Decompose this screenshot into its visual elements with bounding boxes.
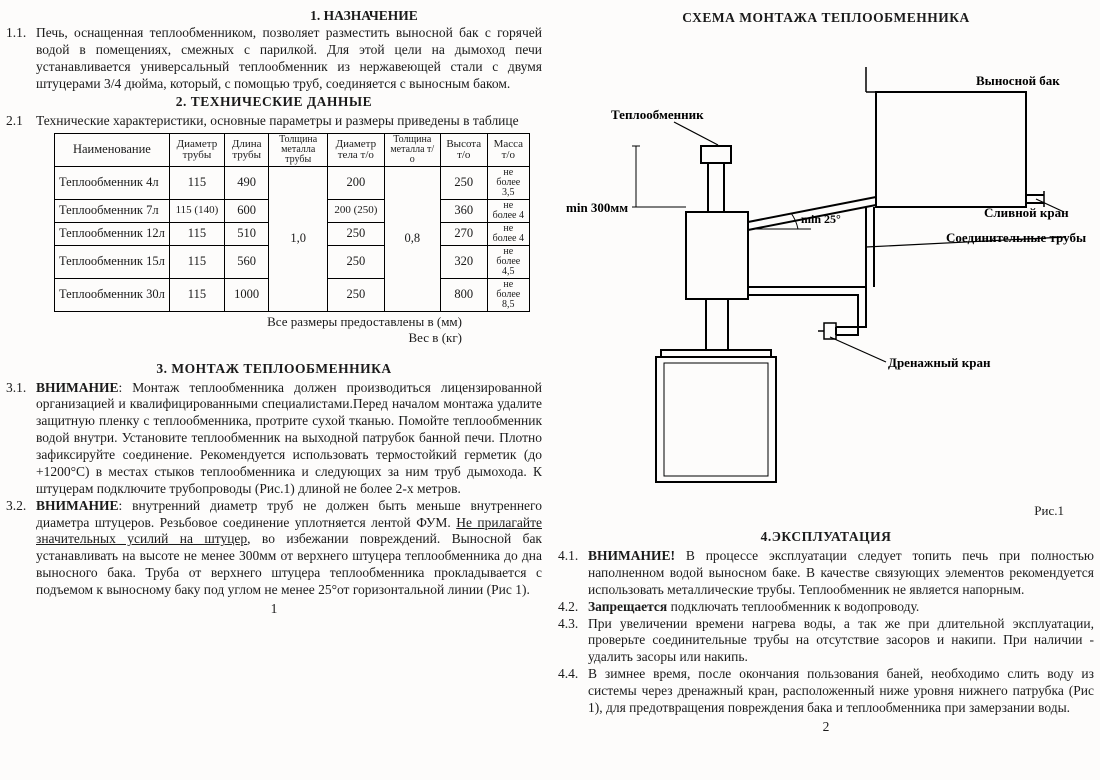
para-1-1: 1.1. Печь, оснащенная теплообменником, п… [6, 25, 542, 93]
para-3-2: 3.2. ВНИМАНИЕ: внутренний диаметр труб н… [6, 498, 542, 599]
para-num: 4.3. [558, 616, 588, 667]
label-slivnoy-kran: Сливной кран [984, 205, 1069, 220]
td-thick-metal-pipe: 1,0 [269, 167, 328, 312]
th-thick-pipe: Толщина металла трубы [269, 134, 328, 167]
table-row: Теплообменник 4л 115 490 1,0 200 0,8 250… [55, 167, 530, 200]
th-diam-pipe: Диаметр трубы [169, 134, 224, 167]
th-name: Наименование [55, 134, 170, 167]
heading-1: 1. НАЗНАЧЕНИЕ [186, 8, 542, 25]
diagram-title: СХЕМА МОНТАЖА ТЕПЛООБМЕННИКА [558, 10, 1094, 27]
para-text: ВНИМАНИЕ: Монтаж теплообменника должен п… [36, 380, 542, 498]
para-num: 1.1. [6, 25, 36, 93]
para-3-1: 3.1. ВНИМАНИЕ: Монтаж теплообменника дол… [6, 380, 542, 498]
label-soed-truby: Соединительные трубы [946, 230, 1086, 245]
heading-2: 2. ТЕХНИЧЕСКИЕ ДАННЫЕ [6, 94, 542, 111]
th-len-pipe: Длина трубы [225, 134, 269, 167]
th-thick-body: Толщина металла т/о [384, 134, 440, 167]
attention-label: ВНИМАНИЕ [36, 380, 119, 395]
para-text: Технические характеристики, основные пар… [36, 113, 542, 130]
label-vynosnoy-bak: Выносной бак [976, 73, 1060, 88]
para-4-2: 4.2. Запрещается подключать теплообменни… [558, 599, 1094, 616]
attention-label: ВНИМАНИЕ [36, 498, 119, 513]
right-column: СХЕМА МОНТАЖА ТЕПЛООБМЕННИКА [550, 8, 1094, 776]
para-2-1: 2.1 Технические характеристики, основные… [6, 113, 542, 130]
para-4-1: 4.1. ВНИМАНИЕ! В процессе эксплуатации с… [558, 548, 1094, 599]
page-number-left: 1 [6, 601, 542, 618]
spec-table: Наименование Диаметр трубы Длина трубы Т… [54, 133, 530, 312]
para-text: Печь, оснащенная теплообменником, позвол… [36, 25, 542, 93]
para-text: ВНИМАНИЕ: внутренний диаметр труб не дол… [36, 498, 542, 599]
attention-label: ВНИМАНИЕ! [588, 548, 675, 563]
label-drenazh-kran: Дренажный кран [888, 355, 991, 370]
para-num: 2.1 [6, 113, 36, 130]
th-diam-body: Диаметр тела т/о [328, 134, 385, 167]
para-num: 4.2. [558, 599, 588, 616]
para-text: При увеличении времени нагрева воды, а т… [588, 616, 1094, 667]
th-mass: Масса т/о [487, 134, 529, 167]
installation-diagram: Теплообменник Выносной бак Сливной кран … [558, 37, 1094, 497]
label-teploobmennik: Теплообменник [611, 107, 704, 122]
label-min300: min 300мм [566, 200, 628, 215]
para-num: 4.4. [558, 666, 588, 717]
heading-4: 4.ЭКСПЛУАТАЦИЯ [558, 529, 1094, 546]
para-num: 4.1. [558, 548, 588, 599]
para-text: ВНИМАНИЕ! В процессе эксплуатации следуе… [588, 548, 1094, 599]
table-note-1: Все размеры предоставлены в (мм) [6, 314, 542, 330]
diagram-svg: Теплообменник Выносной бак Сливной кран … [566, 37, 1086, 497]
para-4-3: 4.3. При увеличении времени нагрева воды… [558, 616, 1094, 667]
page-number-right: 2 [558, 719, 1094, 736]
para-num: 3.2. [6, 498, 36, 599]
forbidden-label: Запрещается [588, 599, 667, 614]
figure-caption: Рис.1 [558, 503, 1094, 519]
label-min25: min 25° [801, 212, 841, 226]
table-note-2: Вес в (кг) [6, 330, 542, 346]
left-column: 1. НАЗНАЧЕНИЕ 1.1. Печь, оснащенная тепл… [6, 8, 550, 776]
para-4-4: 4.4. В зимнее время, после окончания пол… [558, 666, 1094, 717]
para-text: Запрещается подключать теплообменник к в… [588, 599, 1094, 616]
para-text: В зимнее время, после окончания пользова… [588, 666, 1094, 717]
heading-3: 3. МОНТАЖ ТЕПЛООБМЕННИКА [6, 361, 542, 378]
th-height: Высота т/о [440, 134, 487, 167]
para-num: 3.1. [6, 380, 36, 498]
td-thick-metal-body: 0,8 [384, 167, 440, 312]
